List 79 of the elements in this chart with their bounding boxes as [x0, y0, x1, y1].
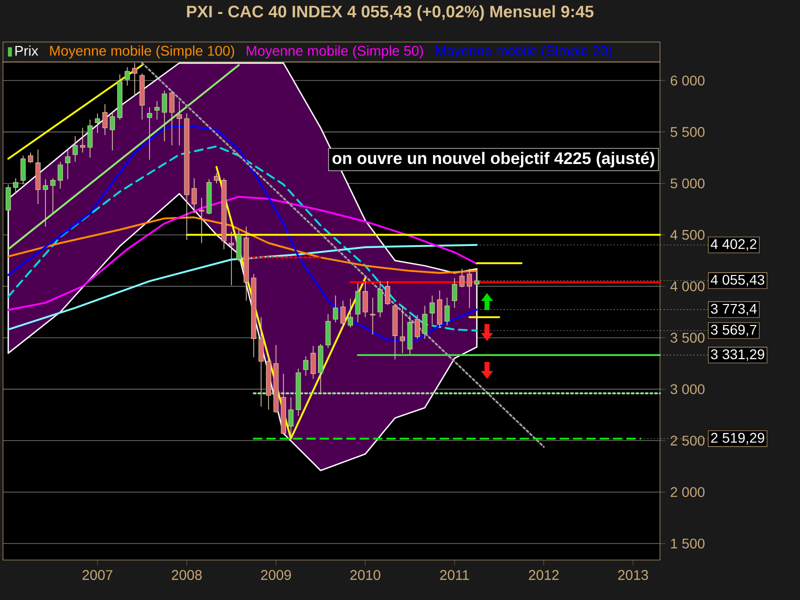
y-tick-label: 3 000	[670, 384, 704, 394]
legend-label: Prix	[15, 45, 38, 56]
candlestick	[474, 271, 480, 287]
candlestick	[348, 298, 353, 328]
candlestick	[154, 100, 160, 120]
candlestick	[362, 280, 368, 318]
candlestick	[94, 113, 100, 134]
candlestick	[430, 295, 435, 325]
annotation: 4 402,2	[710, 239, 756, 251]
candlestick	[28, 152, 34, 164]
candlestick	[132, 62, 138, 96]
candlestick	[378, 280, 383, 318]
text: Moyenne mobile (Simple 20)	[436, 45, 612, 59]
y-tick-label: 2 500	[670, 436, 704, 446]
y-tick-label: 5 500	[670, 127, 704, 137]
candlestick	[214, 172, 220, 184]
candlestick	[72, 136, 78, 162]
candlestick	[228, 231, 234, 286]
line-series	[7, 216, 478, 274]
candlestick	[325, 314, 331, 348]
y-tick-label: 3 500	[670, 332, 704, 343]
candlestick	[102, 104, 108, 136]
candlestick	[310, 346, 316, 380]
x-tick-label: 2012	[528, 570, 559, 580]
candlestick	[459, 268, 465, 288]
candlestick	[288, 397, 294, 440]
candlestick	[124, 66, 130, 86]
candlestick	[176, 100, 182, 146]
candlestick	[303, 356, 308, 376]
x-tick-label: 2008	[172, 570, 202, 580]
candlestick	[169, 90, 174, 146]
candlestick	[6, 184, 11, 212]
candlestick	[42, 178, 48, 228]
candlestick	[110, 110, 115, 151]
x-tick-label: 2011	[440, 570, 469, 580]
candlestick	[199, 197, 204, 244]
annotation: 4 055,43	[710, 274, 764, 286]
x-tick-label: 2007	[82, 570, 112, 580]
candlestick	[355, 282, 360, 323]
candlestick	[50, 178, 56, 214]
text: Moyenne mobile (Simple 50)	[246, 45, 423, 59]
candlestick	[13, 178, 18, 194]
x-tick-label: 2013	[618, 570, 648, 580]
y-tick-label: 6 000	[670, 76, 704, 86]
candlestick	[65, 149, 70, 180]
candlestick	[258, 316, 264, 408]
y-tick-label: 5 000	[670, 178, 704, 188]
candlestick	[466, 268, 472, 308]
y-tick-label: 2 000	[670, 487, 704, 498]
x-tick-label: 2009	[261, 570, 291, 580]
candlestick	[452, 278, 458, 308]
chart-title: PXI - CAC 40 INDEX 4 055,43 (+0,02%) Mensuel 9:45	[187, 5, 594, 21]
candlestick	[20, 155, 26, 185]
candlestick	[332, 295, 338, 323]
candlestick	[192, 178, 197, 214]
annotation: 3 331,29	[710, 349, 764, 361]
candlestick	[414, 314, 420, 340]
annotation: 3 773,4	[710, 304, 757, 316]
y-tick-label: 1 500	[671, 538, 704, 549]
line-series	[7, 196, 478, 311]
x-tick-label: 2010	[350, 570, 380, 580]
candlestick	[146, 106, 152, 160]
candlestick	[400, 305, 406, 354]
line-series	[7, 244, 478, 330]
text: Moyenne mobile (Simple 100)	[50, 45, 234, 59]
y-tick-label: 4 000	[670, 281, 704, 292]
candlestick	[80, 127, 86, 153]
candlestick	[58, 161, 63, 189]
candlestick	[422, 305, 428, 340]
candlestick	[444, 297, 450, 326]
candlestick	[384, 280, 390, 306]
annotation: 2 519,29	[711, 432, 764, 444]
candlestick	[162, 90, 168, 142]
y-tick-label: 4 500	[670, 230, 704, 240]
annotation: 3 569,7	[710, 324, 756, 336]
candlestick	[340, 300, 346, 328]
candlestick	[370, 297, 376, 336]
annotation: on ouvre un nouvel obejctif 4225 (ajusté)	[332, 152, 654, 168]
candlestick	[87, 119, 93, 158]
